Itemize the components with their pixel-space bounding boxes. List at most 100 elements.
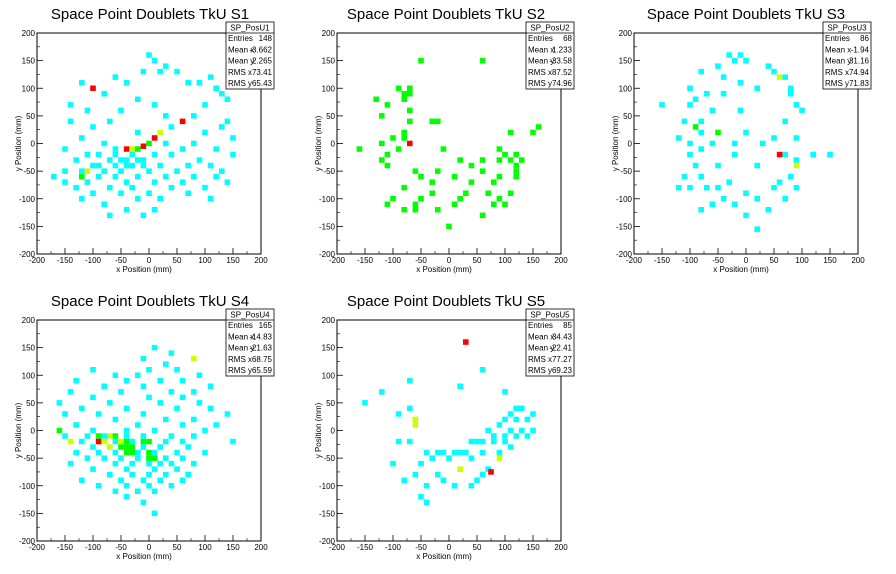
histogram-bin	[151, 455, 158, 461]
histogram-bin	[435, 207, 441, 213]
x-tick-label: -200	[329, 543, 346, 552]
histogram-bin	[407, 118, 413, 125]
histogram-bin	[157, 477, 163, 483]
histogram-bin	[151, 466, 158, 472]
histogram-bin	[174, 405, 180, 412]
histogram-bin	[157, 68, 163, 75]
histogram-bin	[146, 394, 152, 401]
histogram-bin	[56, 427, 63, 434]
histogram-bin	[446, 455, 452, 461]
histogram-bin	[129, 460, 135, 467]
stats-value: 77.27	[552, 355, 573, 364]
y-tick-label: -50	[323, 167, 335, 176]
stats-label: Entries	[825, 34, 850, 43]
bin-layer	[362, 339, 536, 506]
histogram-bin	[507, 427, 514, 434]
histogram-bin	[440, 449, 447, 456]
histogram-bin	[157, 378, 163, 384]
histogram-bin	[107, 118, 113, 125]
histogram-bin	[84, 179, 91, 185]
histogram-bin	[140, 411, 147, 417]
histogram-bin	[168, 151, 175, 158]
histogram-bin	[95, 483, 102, 489]
histogram-bin	[496, 146, 503, 152]
histogram-bin	[692, 162, 699, 169]
stats-box-name: SP_PosU4	[230, 311, 270, 320]
stats-label: RMS y	[528, 366, 552, 375]
histogram-bin	[112, 146, 119, 152]
histogram-bin	[530, 411, 536, 417]
histogram-bin	[179, 378, 186, 384]
histogram-bin	[379, 113, 385, 119]
histogram-bin	[230, 438, 236, 445]
histogram-bin	[692, 96, 699, 102]
histogram-bin	[151, 427, 158, 434]
y-tick-label: 50	[26, 399, 35, 408]
histogram-bin	[423, 499, 430, 506]
histogram-bin	[157, 129, 163, 136]
histogram-bin	[692, 124, 699, 130]
histogram-bin	[101, 438, 107, 445]
histogram-bin	[429, 190, 435, 196]
chart-title: Space Point Doublets TkU S3	[647, 6, 845, 23]
histogram-bin	[771, 135, 777, 141]
histogram-bin	[390, 135, 396, 141]
histogram-bin	[793, 184, 800, 191]
histogram-bin	[140, 143, 147, 149]
stats-value: 1.233	[552, 45, 573, 54]
x-tick-label: -50	[415, 256, 427, 265]
histogram-bin	[101, 91, 107, 97]
histogram-bin	[207, 196, 214, 202]
stats-label: RMS x	[228, 68, 252, 77]
histogram-bin	[401, 96, 407, 102]
histogram-bin	[491, 179, 497, 185]
stats-value: -21.63	[249, 344, 272, 353]
histogram-bin	[118, 444, 124, 450]
x-tick-label: -150	[57, 543, 74, 552]
x-tick-label: -100	[682, 256, 699, 265]
histogram-bin	[776, 74, 783, 80]
histogram-bin	[62, 411, 68, 417]
histogram-bin	[468, 162, 475, 169]
histogram-bin	[496, 422, 503, 428]
histogram-bin	[771, 184, 777, 191]
histogram-bin	[468, 179, 475, 185]
stats-label: RMS x	[528, 68, 552, 77]
histogram-bin	[687, 85, 693, 91]
histogram-bin	[202, 129, 208, 136]
histogram-bin	[743, 190, 749, 196]
histogram-bin	[401, 207, 407, 213]
x-tick-label: 50	[173, 256, 182, 265]
histogram-bin	[435, 168, 441, 174]
x-tick-label: -100	[385, 256, 402, 265]
y-axis-label: y Position (mm)	[314, 402, 323, 458]
histogram-bin	[451, 201, 458, 207]
histogram-bin	[485, 190, 491, 196]
histogram-bin	[157, 460, 163, 467]
histogram-bin	[123, 146, 130, 152]
histogram-bin	[496, 455, 503, 461]
histogram-bin	[219, 124, 225, 130]
y-tick-label: -150	[616, 222, 633, 231]
x-tick-label: 150	[226, 543, 240, 552]
histogram-bin	[112, 438, 119, 445]
histogram-bin	[782, 74, 788, 80]
stats-value: 74.96	[552, 79, 573, 88]
y-tick-label: 150	[322, 344, 336, 353]
histogram-bin	[112, 162, 119, 169]
stats-value: 34.43	[552, 332, 573, 341]
histogram-bin	[659, 102, 665, 108]
x-tick-label: 150	[526, 543, 540, 552]
histogram-bin	[782, 196, 788, 202]
histogram-bin	[196, 372, 203, 378]
y-tick-label: 200	[22, 29, 36, 38]
histogram-bin	[202, 102, 208, 108]
histogram-bin	[174, 68, 180, 75]
x-tick-label: 200	[254, 256, 268, 265]
histogram-bin	[67, 102, 74, 108]
histogram-bin	[435, 118, 441, 125]
stats-label: RMS x	[528, 355, 552, 364]
histogram-bin	[151, 449, 158, 456]
